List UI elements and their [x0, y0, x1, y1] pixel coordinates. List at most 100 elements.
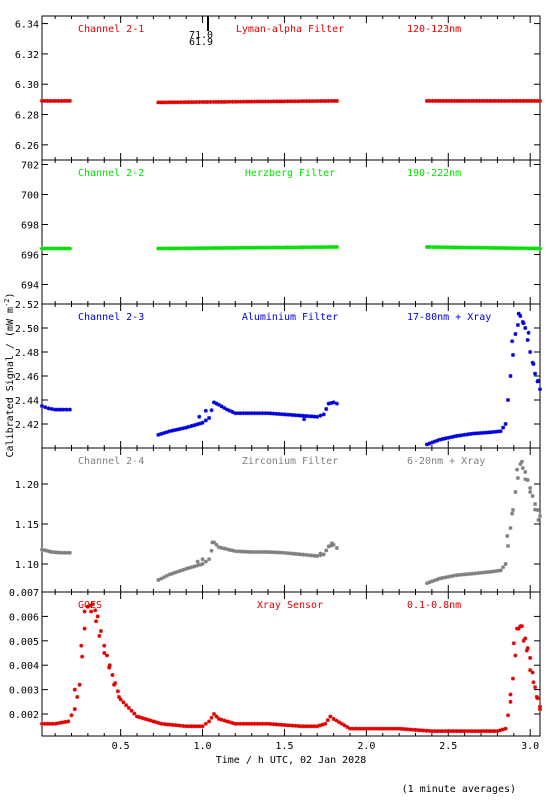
data-point: [490, 430, 495, 435]
data-point: [538, 246, 542, 251]
data-point: [449, 98, 454, 103]
data-point: [505, 534, 510, 538]
data-point: [72, 687, 77, 692]
data-point: [200, 724, 205, 729]
data-point: [495, 729, 500, 734]
data-point: [178, 723, 183, 728]
data-point: [372, 726, 377, 731]
data-point: [503, 562, 508, 566]
data-point: [257, 550, 262, 554]
data-point: [40, 246, 44, 251]
data-point: [230, 548, 235, 553]
data-point: [462, 432, 467, 437]
data-point: [506, 544, 511, 548]
data-point: [525, 338, 530, 342]
data-point: [515, 323, 520, 327]
data-point: [162, 575, 167, 580]
data-point: [219, 99, 224, 104]
band-label: 120-123nm: [407, 24, 461, 35]
data-point: [424, 728, 429, 733]
y-tick-label: 0.002: [9, 710, 39, 721]
data-point: [528, 668, 533, 673]
data-point: [443, 436, 448, 441]
data-point: [321, 412, 326, 417]
data-point: [320, 722, 325, 727]
data-point: [192, 100, 197, 105]
data-point: [124, 703, 129, 708]
data-point: [312, 245, 317, 250]
x-tick-label: 2.0: [357, 741, 375, 752]
data-point: [162, 431, 167, 435]
data-point: [315, 724, 320, 729]
data-point: [432, 578, 437, 583]
data-point: [462, 729, 467, 734]
data-point: [170, 722, 175, 727]
data-point: [277, 99, 282, 104]
data-point: [323, 721, 328, 726]
data-point: [230, 410, 235, 414]
data-point: [219, 245, 224, 250]
data-point: [440, 729, 445, 734]
data-point: [172, 100, 177, 105]
data-point: [328, 714, 333, 719]
data-point: [164, 573, 169, 578]
data-point: [95, 614, 100, 619]
data-point: [301, 413, 306, 418]
data-point: [257, 411, 262, 416]
data-point: [200, 562, 205, 566]
filter-label: Zirconium Filter: [242, 456, 338, 467]
y-tick-label: 696: [21, 251, 39, 262]
data-point: [156, 432, 161, 437]
data-point: [402, 727, 407, 732]
data-point: [378, 726, 383, 731]
data-point: [197, 246, 202, 251]
data-point: [388, 726, 393, 731]
data-point: [129, 708, 134, 713]
data-point: [481, 570, 486, 575]
data-point: [463, 98, 468, 103]
data-point: [498, 568, 503, 573]
data-point: [230, 99, 235, 104]
data-point: [476, 431, 481, 436]
data-point: [538, 704, 542, 709]
data-point: [167, 722, 172, 727]
data-point: [67, 550, 72, 555]
data-point: [460, 98, 465, 103]
data-point: [430, 440, 435, 445]
data-point: [236, 411, 241, 416]
data-point: [211, 99, 216, 104]
data-point: [69, 713, 74, 718]
filter-label: Lyman-alpha Filter: [236, 24, 344, 35]
data-point: [145, 717, 150, 722]
data-point: [75, 694, 80, 699]
data-point: [418, 728, 423, 733]
data-point: [186, 100, 191, 105]
data-point: [233, 721, 238, 726]
data-point: [318, 413, 323, 418]
data-point: [528, 490, 533, 494]
data-point: [503, 726, 508, 731]
data-point: [296, 245, 301, 250]
band-label: 0.1-0.8nm: [407, 600, 461, 611]
data-point: [444, 98, 449, 103]
data-point: [440, 437, 445, 441]
data-point: [219, 404, 224, 409]
data-point: [508, 692, 513, 697]
data-point: [241, 721, 246, 726]
data-point: [212, 712, 217, 717]
data-point: [318, 551, 323, 556]
data-point: [225, 547, 230, 552]
data-point: [518, 462, 523, 466]
y-tick-label: 702: [21, 161, 39, 172]
data-point: [287, 412, 292, 417]
data-point: [276, 412, 281, 416]
annotation-top: 71.0: [189, 30, 213, 41]
data-point: [184, 425, 189, 430]
data-point: [189, 424, 194, 428]
y-axis-label-end: ): [5, 293, 16, 299]
data-point: [334, 401, 339, 406]
data-point: [279, 722, 284, 727]
data-point: [52, 550, 57, 555]
data-point: [451, 729, 456, 734]
y-tick-label: 0.007: [9, 588, 39, 599]
